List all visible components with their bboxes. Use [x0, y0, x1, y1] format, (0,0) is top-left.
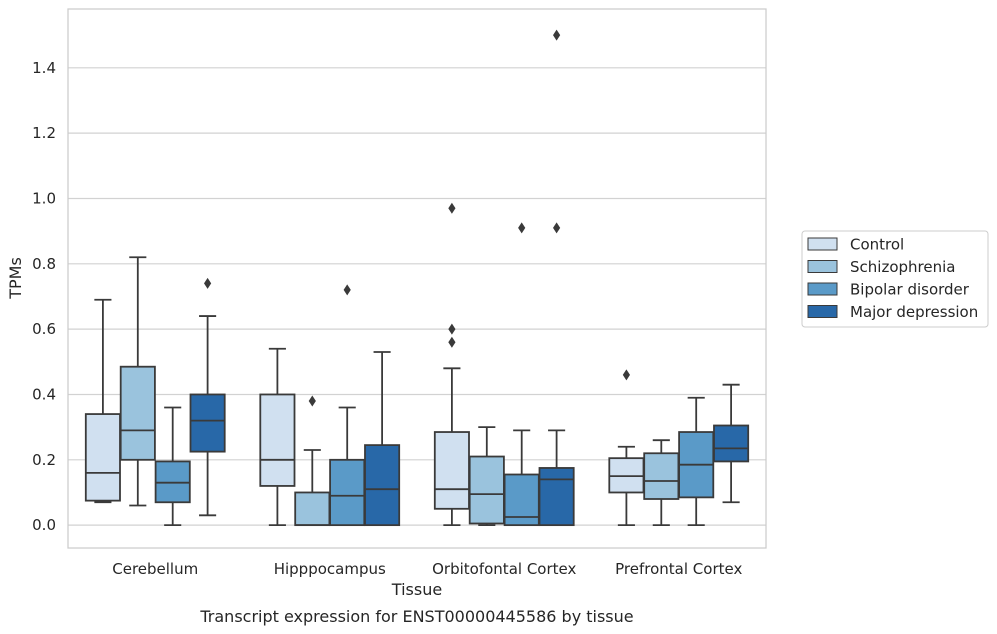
legend-label: Major depression: [850, 303, 978, 321]
outlier-point: [448, 202, 456, 214]
legend: Control Schizophrenia Bipolar disorder Majo…: [801, 230, 989, 328]
outlier-point: [553, 222, 561, 234]
box-iqr: [84, 413, 121, 502]
box-plot: [294, 395, 331, 527]
box-plot: [119, 256, 156, 507]
box-plot: [84, 298, 121, 504]
outlier-point: [308, 395, 316, 407]
y-axis-label: TPMs: [6, 257, 25, 300]
box-iqr: [538, 467, 575, 527]
box-iqr: [329, 458, 366, 527]
legend-label: Control: [850, 236, 904, 254]
box-iqr: [259, 393, 296, 487]
y-tick-label: 0.4: [32, 385, 56, 403]
legend-frame: [801, 230, 989, 328]
box-iqr: [364, 444, 401, 527]
x-tick-label: Prefrontal Cortex: [615, 560, 742, 578]
y-tick-label: 1.4: [32, 59, 56, 77]
chart-caption: Transcript expression for ENST0000044558…: [199, 607, 633, 626]
outlier-point: [448, 323, 456, 335]
y-tick-label: 0.0: [32, 516, 56, 534]
y-tick-label: 0.8: [32, 255, 56, 273]
outlier-point: [343, 284, 351, 296]
outlier-point: [204, 277, 212, 289]
x-tick-label: Cerebellum: [112, 560, 198, 578]
legend-swatch: [807, 282, 838, 296]
y-tick-labels: 0.0 0.2 0.4 0.6 0.8 1.0 1.2 1.4: [32, 59, 56, 534]
box-plot: [154, 406, 191, 527]
box-plot: [678, 396, 715, 527]
box-plot: [608, 369, 645, 527]
box-plot: [189, 277, 226, 517]
box-plot: [538, 29, 575, 527]
y-tick-label: 1.0: [32, 189, 56, 207]
box-iqr: [433, 431, 470, 510]
outlier-point: [553, 29, 561, 41]
y-tick-label: 0.2: [32, 451, 56, 469]
box-iqr: [119, 365, 156, 461]
outlier-point: [622, 369, 630, 381]
box-plot: [643, 439, 680, 527]
gridlines: [68, 67, 766, 526]
legend-swatch: [807, 305, 838, 318]
legend-swatch: [807, 260, 838, 273]
y-tick-label: 0.6: [32, 320, 56, 338]
box-plot: [713, 383, 750, 504]
box-series: [84, 29, 750, 527]
x-tick-label: Orbitofontal Cortex: [432, 560, 576, 578]
legend-swatch: [807, 237, 838, 251]
box-iqr: [643, 452, 680, 500]
outlier-point: [448, 336, 456, 348]
legend-label: Schizophrenia: [850, 258, 955, 276]
outlier-point: [518, 222, 526, 234]
box-plot: [364, 351, 401, 527]
x-tick-labels: Cerebellum Hipppocampus Orbitofontal Corte…: [112, 560, 742, 578]
box-iqr: [468, 455, 505, 525]
box-plot: [503, 222, 540, 527]
y-tick-label: 1.2: [32, 124, 56, 142]
box-plot: [433, 202, 470, 527]
plot-area-frame: [67, 8, 767, 549]
box-plot: [259, 347, 296, 527]
legend-label: Bipolar disorder: [850, 281, 970, 299]
x-tick-label: Hipppocampus: [274, 560, 386, 578]
box-iqr: [713, 424, 750, 463]
x-axis-label: Tissue: [391, 580, 442, 599]
box-iqr: [189, 393, 226, 453]
box-plot: [329, 284, 366, 527]
box-plot: [468, 426, 505, 527]
box-iqr: [294, 491, 331, 527]
